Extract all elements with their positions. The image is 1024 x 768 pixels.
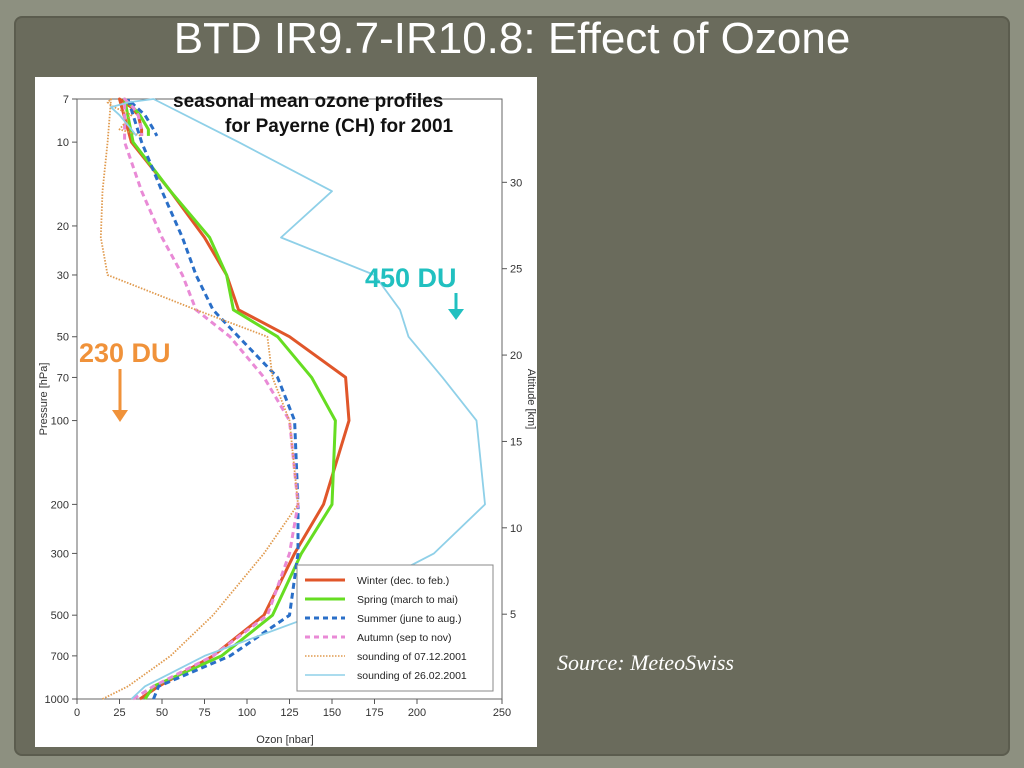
y-tick-label: 10: [57, 137, 69, 149]
arrow-230du-head: [112, 410, 128, 422]
annotation-450du: 450 DU: [365, 263, 457, 293]
series-lines: [99, 97, 486, 701]
legend-box: [296, 564, 494, 692]
y-tick-label: 50: [57, 332, 69, 344]
y2-tick-label: 20: [510, 350, 522, 362]
y-axis-label: Pressure [hPa]: [38, 363, 50, 436]
x-tick-label: 0: [74, 707, 80, 719]
x-tick-label: 125: [280, 707, 298, 719]
y2-tick-label: 15: [510, 436, 522, 448]
ozone-profile-chart: 0 25 50 75 100 125 150 175 200 250 7 10 20 30 50 70 100 2…: [35, 77, 537, 747]
legend-label-sounding1: sounding of 07.12.2001: [357, 651, 467, 663]
y2-tick-label: 25: [510, 264, 522, 276]
y-tick-label: 100: [51, 416, 69, 428]
x-tick-label: 75: [198, 707, 210, 719]
chart-subtitle: for Payerne (CH) for 2001: [225, 116, 454, 137]
x-axis-label: Ozon [nbar]: [256, 734, 313, 746]
y-tick-label: 20: [57, 221, 69, 233]
legend-label-summer: Summer (june to aug.): [357, 613, 461, 625]
y-tick-label: 7: [63, 94, 69, 106]
x-tick-label: 25: [113, 707, 125, 719]
series-line-autumn: [123, 97, 300, 701]
y-tick-label: 300: [51, 548, 69, 560]
legend-label-sounding2: sounding of 26.02.2001: [357, 670, 467, 682]
legend-label-spring: Spring (march to mai): [357, 594, 458, 606]
y2-axis-label: Altitude [km]: [525, 369, 537, 430]
x-tick-label: 175: [365, 707, 383, 719]
y-tick-label: 200: [51, 499, 69, 511]
annotation-230du: 230 DU: [79, 338, 171, 368]
series-line-summer: [126, 97, 300, 700]
x-tick-label: 100: [238, 707, 256, 719]
chart-svg: 0 25 50 75 100 125 150 175 200 250 7 10 20 30 50 70 100 2…: [38, 91, 537, 746]
x-tick-label: 200: [408, 707, 426, 719]
y-tick-label: 30: [57, 270, 69, 282]
x-tick-label: 250: [493, 707, 511, 719]
y-tick-label: 700: [51, 651, 69, 663]
x-tick-label: 50: [156, 707, 168, 719]
y-tick-label: 70: [57, 372, 69, 384]
y-tick-label: 1000: [45, 694, 69, 706]
slide-title: BTD IR9.7-IR10.8: Effect of Ozone: [173, 14, 851, 63]
legend-label-autumn: Autumn (sep to nov): [357, 632, 452, 644]
chart-title: seasonal mean ozone profiles: [173, 91, 443, 112]
y2-tick-label: 10: [510, 523, 522, 535]
x-tick-label: 150: [323, 707, 341, 719]
y2-tick-label: 5: [510, 609, 516, 621]
legend: Winter (dec. to feb.) Spring (march to m…: [296, 564, 494, 692]
y2-tick-label: 30: [510, 177, 522, 189]
legend-label-winter: Winter (dec. to feb.): [357, 575, 449, 587]
axes: 0 25 50 75 100 125 150 175 200 250 7 10 20 30 50 70 100 2…: [45, 94, 523, 719]
y-tick-label: 500: [51, 610, 69, 622]
arrow-450du-head: [448, 309, 464, 320]
source-caption: Source: MeteoSwiss: [557, 650, 734, 675]
